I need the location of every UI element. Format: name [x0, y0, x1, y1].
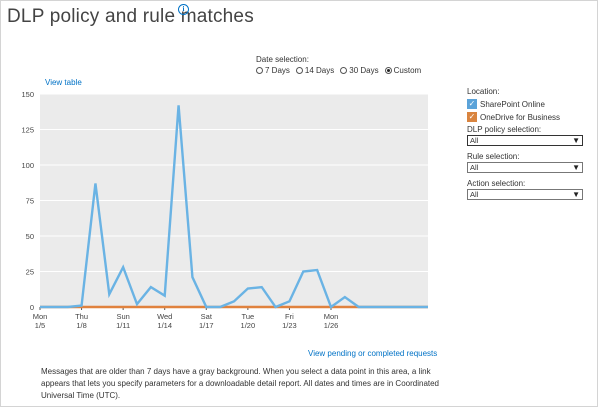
x-tick-day-label: Mon [324, 312, 339, 321]
y-tick-label: 0 [30, 303, 34, 312]
x-tick-date-label: 1/17 [199, 321, 214, 330]
radio-30-days[interactable]: 30 Days [340, 66, 379, 75]
filter-panel: Location: ✓ SharePoint Online ✓ OneDrive… [467, 87, 583, 206]
y-tick-label: 150 [21, 90, 34, 99]
action-select[interactable]: All ▼ [467, 189, 583, 200]
radio-button[interactable] [295, 67, 303, 74]
radio-label: Custom [393, 66, 422, 75]
info-note: Messages that are older than 7 days have… [41, 367, 440, 400]
info-icon[interactable]: i [178, 4, 189, 15]
radio-button[interactable] [340, 67, 348, 74]
action-selection-label: Action selection: [467, 179, 526, 188]
x-tick-date-label: 1/20 [241, 321, 256, 330]
x-tick-date-label: 1/8 [76, 321, 86, 330]
action-select-value: All [470, 190, 479, 199]
view-table-link[interactable]: View table [45, 78, 82, 87]
x-tick-day-label: Fri [285, 312, 294, 321]
location-onedrive[interactable]: ✓ OneDrive for Business [467, 111, 583, 123]
location-label-sharepoint: SharePoint Online [480, 99, 545, 109]
y-tick-label: 100 [21, 161, 34, 170]
location-label: Location: [467, 87, 500, 96]
location-sharepoint[interactable]: ✓ SharePoint Online [467, 98, 583, 110]
x-tick-day-label: Tue [242, 312, 255, 321]
x-tick-date-label: 1/26 [324, 321, 339, 330]
checkbox-onedrive[interactable]: ✓ [467, 112, 477, 122]
line-chart[interactable]: 0255075100125150Mon1/5Thu1/8Sun1/11Wed1/… [0, 0, 470, 345]
date-selection-label: Date selection: [256, 55, 309, 64]
x-tick-day-label: Sun [116, 312, 129, 321]
policy-select[interactable]: All ▼ [467, 135, 583, 146]
checkbox-sharepoint[interactable]: ✓ [467, 99, 477, 109]
date-selection: Date selection: 7 Days 14 Days 30 Days C… [256, 55, 421, 75]
title-row: DLP policy and rule matches [7, 6, 254, 28]
x-tick-day-label: Sat [201, 312, 213, 321]
policy-selection-label: DLP policy selection: [467, 125, 542, 134]
x-tick-day-label: Thu [75, 312, 88, 321]
y-tick-label: 25 [26, 268, 34, 277]
chevron-down-icon: ▼ [572, 163, 580, 172]
chevron-down-icon: ▼ [572, 190, 580, 199]
x-tick-date-label: 1/5 [35, 321, 45, 330]
radio-button[interactable] [256, 67, 263, 74]
x-tick-date-label: 1/11 [116, 321, 130, 330]
radio-label: 30 Days [349, 66, 379, 75]
y-tick-label: 50 [26, 232, 34, 241]
radio-button-selected[interactable] [384, 67, 392, 74]
rule-select-value: All [470, 163, 479, 172]
radio-14-days[interactable]: 14 Days [295, 66, 335, 75]
radio-label: 14 Days [304, 66, 335, 75]
x-tick-day-label: Wed [157, 312, 172, 321]
y-tick-label: 125 [21, 126, 34, 135]
x-tick-day-label: Mon [33, 312, 48, 321]
x-tick-date-label: 1/23 [282, 321, 297, 330]
chevron-down-icon: ▼ [572, 136, 580, 145]
x-tick-date-label: 1/14 [157, 321, 172, 330]
page-title: DLP policy and rule matches [7, 6, 254, 27]
location-label-onedrive: OneDrive for Business [480, 112, 561, 122]
rule-selection-label: Rule selection: [467, 152, 520, 161]
view-pending-requests-link[interactable]: View pending or completed requests [308, 349, 438, 358]
radio-custom[interactable]: Custom [384, 66, 422, 75]
date-range-radio-group: 7 Days 14 Days 30 Days Custom [256, 66, 421, 75]
radio-7-days[interactable]: 7 Days [256, 66, 290, 75]
rule-select[interactable]: All ▼ [467, 162, 583, 173]
y-tick-label: 75 [26, 197, 34, 206]
radio-label: 7 Days [265, 66, 290, 75]
policy-select-value: All [470, 136, 479, 145]
series-line-sharepoint [40, 105, 428, 309]
